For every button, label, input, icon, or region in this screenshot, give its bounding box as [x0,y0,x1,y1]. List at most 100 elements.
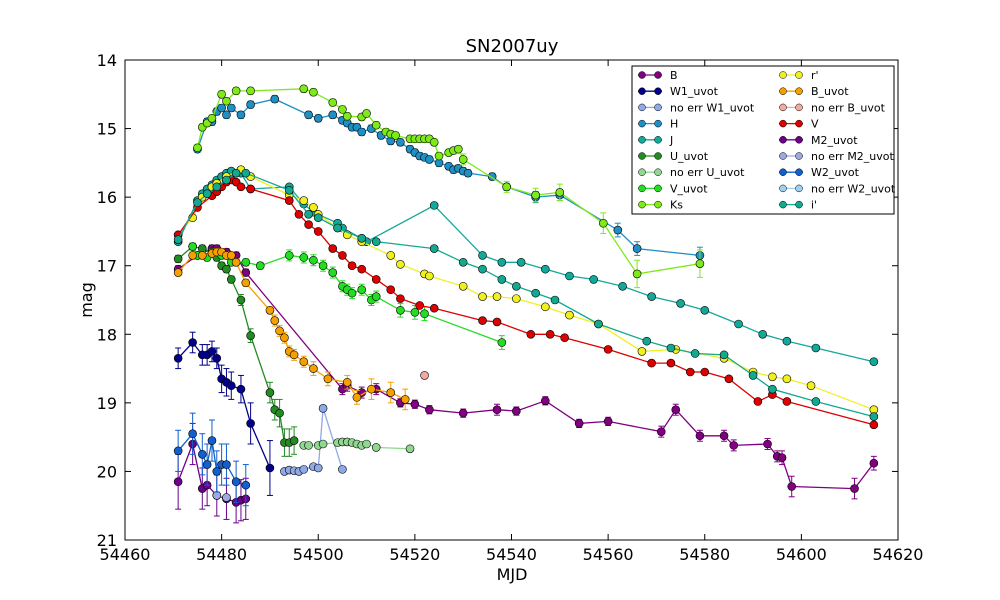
data-point [304,220,313,229]
data-point [309,255,318,265]
series-no err W1_uvot [280,404,347,476]
data-point [598,218,608,228]
data-point [328,244,338,253]
data-point [724,374,734,384]
data-point [328,110,338,120]
data-point [193,198,202,207]
data-point [309,87,318,97]
data-point [362,439,371,449]
data-point [811,397,821,406]
data-point [207,436,217,445]
data-point [729,441,739,450]
legend-swatch-marker [638,71,646,79]
legend-swatch-marker [638,152,646,160]
y-tick-label: 16 [97,188,117,207]
data-point [647,358,656,368]
data-point [541,302,550,312]
data-point [642,336,652,346]
legend-swatch-marker [779,200,787,209]
data-point [391,131,400,140]
data-point [188,429,197,439]
data-point [304,441,313,450]
data-point [777,453,787,463]
x-tick-label: 54500 [293,545,344,564]
y-axis-label: mag [77,282,96,318]
legend-swatch-marker [795,184,803,193]
data-point [362,109,371,118]
y-tick-label: 15 [97,120,117,139]
legend-entry-label: no err U_uvot [670,166,745,179]
data-point [666,358,676,368]
data-point [299,465,309,474]
data-point [367,384,376,394]
data-point [429,244,439,253]
data-point [719,350,729,360]
series-B_uvot [173,247,410,411]
x-tick-label: 54600 [776,545,827,564]
data-point [458,408,468,418]
data-point [613,225,623,235]
data-point [647,292,656,301]
data-point [531,190,540,200]
data-point [869,458,879,468]
data-point [222,460,231,469]
data-point [212,353,222,363]
legend-entry-label: M2_uvot [811,134,858,147]
data-point [236,182,246,192]
data-point [541,396,550,406]
legend-entry-label: W2_uvot [811,166,860,179]
legend-entry-label: Ks [670,199,683,212]
legend-box [631,65,895,215]
data-point [695,431,705,441]
series-Ks [193,84,705,289]
data-point [309,203,318,212]
data-point [284,185,294,195]
data-point [255,261,265,271]
data-point [734,319,743,329]
data-point [347,288,357,298]
data-point [299,84,309,94]
x-tick-label: 54480 [196,545,247,564]
legend-swatch-marker [638,136,646,144]
x-tick-label: 54620 [873,545,924,564]
data-point [410,308,420,317]
data-point [478,316,487,325]
data-point [425,271,434,281]
data-point [748,371,758,380]
data-point [492,405,502,415]
data-point [333,223,342,233]
data-point [560,333,569,343]
data-point [202,189,212,199]
legend-swatch-marker [779,71,787,79]
series-line [177,341,271,469]
legend-swatch-marker [654,152,662,160]
data-point [265,388,275,397]
legend-entry-label: no err B_uvot [811,101,886,114]
data-point [357,264,367,274]
legend-swatch-marker [779,136,787,144]
data-point [758,329,768,339]
legend-entry-label: V [811,118,819,131]
legend-swatch-marker [654,184,662,193]
y-tick-label: 14 [97,51,117,70]
y-tick-label: 20 [97,462,117,481]
data-point [289,436,299,445]
data-point [207,347,217,356]
series-W1_uvot [173,331,275,496]
data-point [719,431,729,441]
data-point [429,303,439,313]
data-point [541,264,550,274]
data-point [806,381,816,391]
legend-swatch-marker [654,200,662,209]
legend-swatch-marker [654,119,662,128]
data-point [188,251,197,260]
data-point [289,350,299,360]
series-i' [173,168,879,421]
data-point [342,111,352,121]
data-point [396,305,405,315]
data-point [869,412,879,421]
legend-swatch-marker [654,87,662,95]
data-point [188,242,197,251]
data-point [386,251,396,260]
data-point [396,294,405,303]
